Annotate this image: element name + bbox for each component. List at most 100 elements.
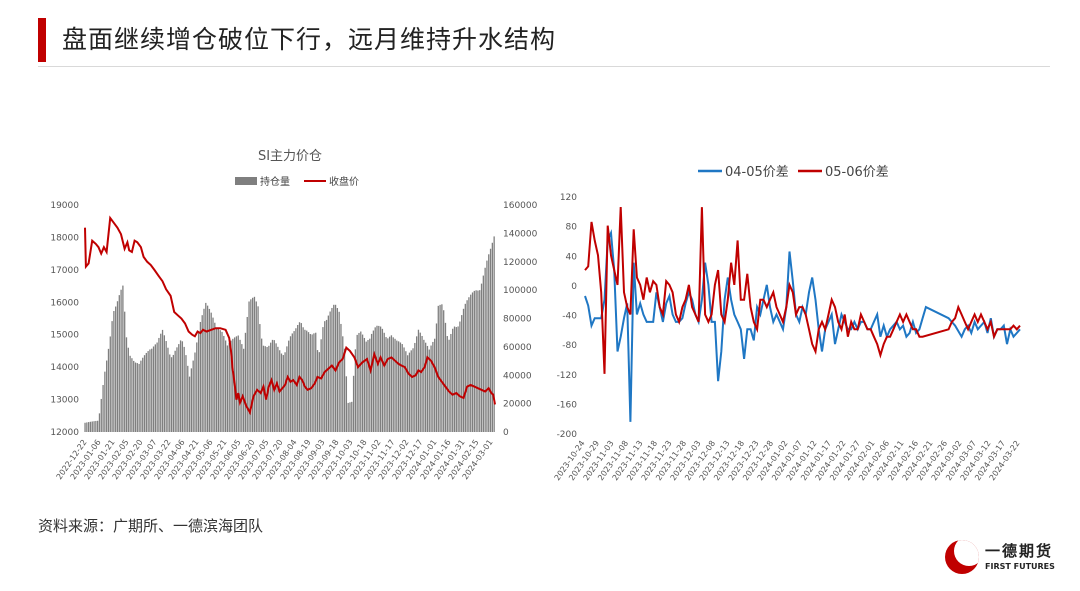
source-note: 资料来源：广期所、一德滨海团队 [38, 517, 264, 535]
legend-label-0405: 04-05价差 [725, 165, 789, 180]
oi-bar [434, 338, 436, 432]
oi-bar [224, 340, 227, 432]
oi-bar [457, 326, 459, 432]
oi-bar [297, 325, 299, 432]
oi-bar [295, 328, 297, 432]
oi-bar [97, 420, 99, 432]
oi-bar [264, 346, 266, 432]
oi-bar [306, 330, 308, 432]
oi-bar [241, 344, 243, 432]
oi-bar [244, 332, 247, 432]
oi-bar [289, 336, 292, 432]
oi-bar [345, 376, 348, 432]
oi-bar [410, 350, 412, 432]
oi-bar [100, 398, 102, 432]
oi-bar [152, 346, 155, 432]
oi-bar [385, 337, 387, 432]
spread-0405-line [584, 229, 1021, 422]
oi-bar [111, 321, 113, 432]
oi-bar [170, 357, 173, 432]
logo-mark-icon [945, 540, 979, 574]
chart-title: SI主力价仓 [258, 149, 322, 164]
oi-bar [167, 347, 169, 432]
oi-bar [329, 311, 331, 432]
oi-bar [230, 340, 232, 432]
oi-bar [419, 332, 421, 432]
oi-bar [133, 360, 135, 432]
oi-bar [239, 339, 241, 432]
oi-bar [354, 349, 357, 432]
oi-bar [417, 329, 420, 432]
oi-bar [430, 345, 432, 432]
oi-bar [432, 341, 434, 432]
oi-bar [242, 348, 245, 432]
oi-bar [237, 335, 239, 432]
oi-bar [149, 349, 151, 432]
oi-bar [378, 325, 380, 432]
y-right-tick-label: 140000 [503, 229, 538, 239]
oi-bar [145, 352, 147, 432]
oi-bar [455, 327, 457, 432]
oi-bar [196, 342, 198, 432]
oi-bar [257, 306, 259, 432]
oi-bar [125, 337, 128, 432]
oi-bar [372, 330, 375, 432]
oi-bar [489, 248, 492, 432]
oi-bar [325, 319, 328, 432]
oi-bar [199, 321, 202, 432]
oi-bar [158, 337, 160, 432]
oi-bar [428, 349, 430, 432]
y-right-tick-label: 60000 [503, 343, 532, 353]
oi-bar [259, 324, 261, 432]
oi-bar [142, 357, 144, 432]
oi-bar [129, 355, 131, 432]
oi-bar [397, 341, 400, 432]
oi-bar [412, 348, 414, 432]
oi-bar [235, 336, 238, 432]
oi-bar [212, 317, 214, 432]
oi-bar [282, 355, 284, 432]
oi-bar [369, 338, 371, 432]
oi-bar [342, 336, 344, 432]
oi-bar [102, 385, 104, 432]
oi-bar [226, 345, 229, 432]
oi-bar [390, 335, 393, 432]
oi-bar [318, 352, 320, 432]
oi-bar [205, 302, 207, 432]
oi-bar [217, 328, 220, 432]
y-left-tick-label: 15000 [50, 331, 79, 341]
oi-bar [493, 236, 495, 432]
y-tick-label: 120 [560, 193, 577, 203]
oi-bar [120, 289, 122, 432]
legend-swatch-oi [235, 177, 257, 185]
oi-bar [392, 337, 394, 432]
oi-bar [273, 340, 275, 432]
oi-bar [250, 299, 252, 432]
oi-bar [466, 300, 468, 432]
oi-bar [352, 375, 355, 432]
oi-bar [221, 331, 223, 432]
title-accent-bar [38, 18, 46, 62]
oi-bar [387, 338, 389, 432]
oi-bar [471, 292, 474, 432]
oi-bar [401, 344, 403, 432]
oi-bar [340, 323, 342, 432]
y-left-tick-label: 16000 [50, 298, 79, 308]
oi-bar [394, 338, 396, 432]
oi-bar [473, 290, 475, 432]
oi-bar [88, 422, 90, 432]
oi-bar [358, 332, 360, 432]
oi-bar [336, 308, 339, 432]
oi-bar [491, 242, 493, 432]
oi-bar [488, 254, 490, 432]
oi-bar [98, 413, 101, 432]
oi-bar [261, 338, 263, 432]
oi-bar [252, 297, 254, 432]
oi-bar [156, 342, 158, 432]
oi-bar [91, 421, 93, 432]
oi-bar [437, 305, 439, 432]
y-right-tick-label: 0 [503, 428, 509, 438]
oi-bar [138, 363, 140, 432]
oi-bar [232, 338, 234, 432]
oi-bar [280, 353, 283, 432]
